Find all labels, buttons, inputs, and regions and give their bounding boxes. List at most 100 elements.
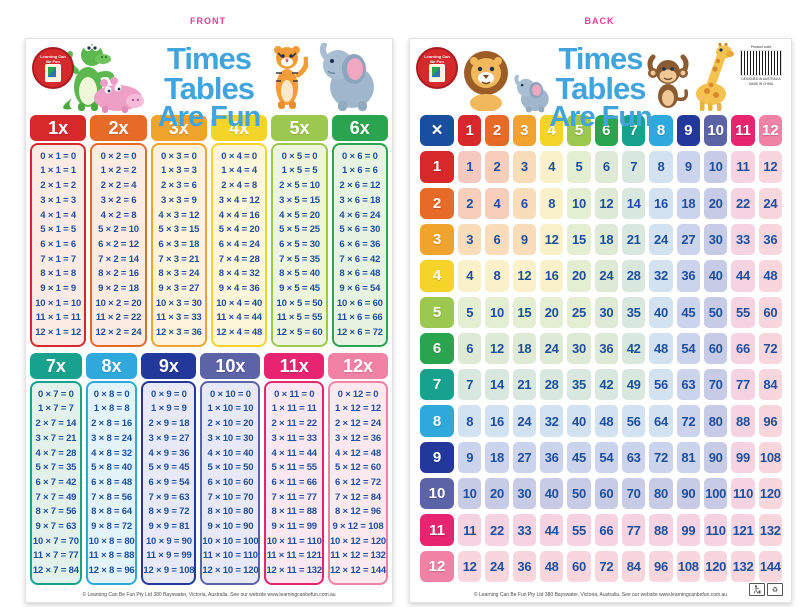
fact-line: 2 × 1 = 2 xyxy=(40,180,77,192)
product-cell-8x6: 48 xyxy=(594,405,618,437)
fact-line: 5 × 10 = 50 xyxy=(207,462,254,474)
column-facts-5x: 0 × 5 = 0 1 × 5 = 5 2 × 5 = 10 3 × 5 = 15 4 … xyxy=(271,143,328,347)
product-cell-12x7: 84 xyxy=(622,550,646,582)
recycle-icon: ♻ xyxy=(767,583,783,596)
fact-line: 5 × 12 = 60 xyxy=(335,462,381,474)
fact-line: 2 × 10 = 20 xyxy=(207,418,254,430)
product-cell-2x1: 2 xyxy=(458,187,482,219)
product-cell-2x2: 4 xyxy=(485,187,509,219)
fact-line: 11 × 2 = 22 xyxy=(95,312,142,324)
elephant-small-illustration xyxy=(514,75,549,113)
product-cell-4x11: 44 xyxy=(731,260,755,292)
fact-line: 7 × 11 = 77 xyxy=(271,491,318,503)
times-table-column-6x: 6x 0 × 6 = 0 1 × 6 = 6 2 × 6 = 12 3 × 6 = 18… xyxy=(331,115,388,347)
fact-line: 3 × 2 = 6 xyxy=(100,194,137,206)
lion-illustration xyxy=(464,51,508,111)
fact-line: 5 × 6 = 30 xyxy=(339,224,381,236)
product-cell-1x5: 5 xyxy=(567,151,591,183)
product-cell-9x10: 90 xyxy=(704,441,728,474)
fact-line: 12 × 7 = 84 xyxy=(32,565,79,577)
column-header-10x: 10x xyxy=(200,353,261,379)
fact-line: 8 × 8 = 64 xyxy=(91,506,132,518)
fact-line: 4 × 8 = 32 xyxy=(91,447,132,459)
fact-line: 1 × 2 = 2 xyxy=(100,165,137,177)
fact-line: 3 × 7 = 21 xyxy=(35,432,77,444)
product-cell-1x4: 4 xyxy=(540,151,564,183)
fact-line: 7 × 3 = 21 xyxy=(158,253,200,265)
product-cell-10x9: 90 xyxy=(676,478,700,510)
product-cell-2x8: 16 xyxy=(649,187,673,219)
learning-can-be-fun-logo: Learning Can Be Fun xyxy=(416,47,458,89)
fact-line: 10 × 4 = 40 xyxy=(216,297,263,309)
product-cell-9x12: 108 xyxy=(758,441,782,474)
product-cell-12x10: 120 xyxy=(704,550,728,582)
times-table-column-3x: 3x 0 × 3 = 0 1 × 3 = 3 2 × 3 = 6 3 × 3 = 9 4 … xyxy=(150,115,207,347)
grid-row-header-11: 11 xyxy=(420,514,454,546)
product-cell-1x6: 6 xyxy=(594,151,618,183)
product-cell-11x7: 77 xyxy=(622,514,646,546)
fact-line: 12 × 1 = 12 xyxy=(35,327,82,339)
fact-line: 12 × 5 = 60 xyxy=(276,327,323,339)
product-cell-1x10: 10 xyxy=(704,151,728,183)
poster-title-line2: Are Fun xyxy=(549,101,653,133)
fact-line: 11 × 8 = 88 xyxy=(88,550,135,562)
product-cell-9x3: 27 xyxy=(512,441,536,474)
fact-line: 12 × 4 = 48 xyxy=(216,327,263,339)
back-poster-header: Learning Can Be Fun xyxy=(410,39,791,132)
product-cell-4x5: 20 xyxy=(567,260,591,292)
fact-line: 4 × 1 = 4 xyxy=(40,209,77,221)
times-table-column-9x: 9x 0 × 9 = 0 1 × 9 = 9 2 × 9 = 18 3 × 9 = 27… xyxy=(141,353,197,585)
fact-line: 1 × 8 = 8 xyxy=(93,403,130,415)
product-cell-1x7: 7 xyxy=(622,151,646,183)
product-cell-8x4: 32 xyxy=(540,405,564,437)
fact-line: 3 × 10 = 30 xyxy=(207,432,254,444)
fact-line: 0 × 8 = 0 xyxy=(93,388,130,400)
times-table-column-2x: 2x 0 × 2 = 0 1 × 2 = 2 2 × 2 = 4 3 × 2 = 6 4 … xyxy=(90,115,147,347)
learning-can-be-fun-logo: Learning Can Be Fun xyxy=(32,47,74,89)
fact-line: 11 × 12 = 132 xyxy=(330,550,386,562)
fact-line: 2 × 2 = 4 xyxy=(100,180,137,192)
product-cell-8x8: 64 xyxy=(649,405,673,437)
fact-line: 12 × 9 = 108 xyxy=(143,565,195,577)
fact-line: 3 × 8 = 24 xyxy=(91,432,132,444)
product-cell-10x2: 20 xyxy=(485,478,509,510)
fact-line: 10 × 9 = 90 xyxy=(145,535,192,547)
fact-line: 1 × 6 = 6 xyxy=(341,165,378,177)
grid-row-header-4: 4 xyxy=(420,260,454,292)
product-cell-3x3: 9 xyxy=(512,223,536,256)
fact-line: 0 × 12 = 0 xyxy=(337,388,379,400)
column-facts-10x: 0 × 10 = 0 1 × 10 = 10 2 × 10 = 20 3 × 10 =… xyxy=(200,381,261,585)
product-cell-5x7: 35 xyxy=(622,296,646,328)
product-cell-2x5: 10 xyxy=(567,187,591,219)
grid-column-header-6: 6 xyxy=(594,115,618,147)
product-cell-6x10: 60 xyxy=(704,332,728,365)
product-cell-1x9: 9 xyxy=(676,151,700,183)
product-cell-3x1: 3 xyxy=(458,223,482,256)
product-cell-10x4: 40 xyxy=(540,478,564,510)
fact-line: 6 × 12 = 72 xyxy=(335,476,381,488)
fact-line: 9 × 12 = 108 xyxy=(332,521,384,533)
fact-line: 4 × 10 = 40 xyxy=(207,447,254,459)
fact-line: 1 × 5 = 5 xyxy=(281,165,318,177)
grid-column-header-8: 8 xyxy=(649,115,673,147)
fact-line: 10 × 1 = 10 xyxy=(35,297,82,309)
product-cell-11x5: 55 xyxy=(567,514,591,546)
fact-line: 12 × 8 = 96 xyxy=(88,565,135,577)
fact-line: 6 × 9 = 54 xyxy=(148,476,190,488)
back-poster-title: Times Tables Are Fun xyxy=(515,43,686,133)
fact-line: 3 × 4 = 12 xyxy=(218,194,260,206)
fact-line: 10 × 11 = 110 xyxy=(266,535,322,547)
grid-column-header-1: 1 xyxy=(458,115,482,147)
fact-line: 4 × 2 = 8 xyxy=(100,209,137,221)
fact-line: 1 × 3 = 3 xyxy=(160,165,197,177)
fact-line: 0 × 3 = 0 xyxy=(160,150,197,162)
fact-line: 0 × 11 = 0 xyxy=(274,388,315,400)
product-cell-7x5: 35 xyxy=(567,369,591,401)
fact-line: 11 × 9 = 99 xyxy=(146,550,192,562)
product-cell-11x9: 99 xyxy=(676,514,700,546)
product-cell-4x12: 48 xyxy=(758,260,782,292)
product-cell-8x1: 8 xyxy=(458,405,482,437)
fact-line: 2 × 4 = 8 xyxy=(221,180,258,192)
grid-row-header-2: 2 xyxy=(420,187,454,219)
fact-line: 8 × 11 = 88 xyxy=(271,506,318,518)
